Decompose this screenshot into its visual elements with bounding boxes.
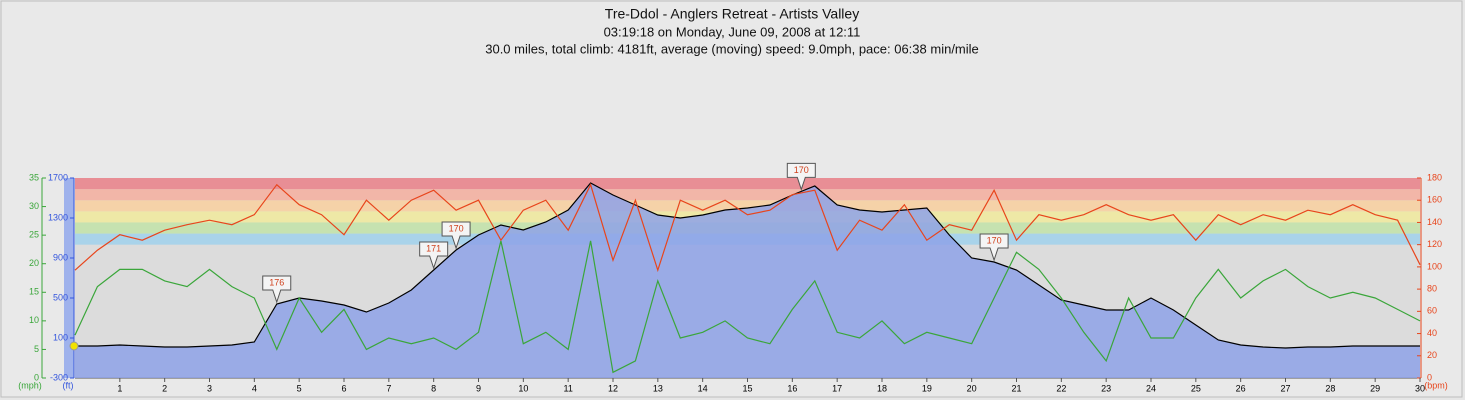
series-line — [74, 183, 1421, 273]
chart-summary: 30.0 miles, total climb: 4181ft, average… — [485, 41, 979, 56]
callout — [979, 233, 1009, 262]
callout-label: 170 — [794, 165, 809, 175]
callout-label: 176 — [269, 277, 284, 287]
x-tick-label: 23 — [1101, 383, 1111, 393]
y-tick-label: 15 — [29, 287, 39, 297]
y-tick-label: 180 — [1427, 172, 1442, 182]
y-tick-label: 0 — [1427, 372, 1432, 382]
hr-zone — [75, 189, 1420, 201]
y-tick-label: 1700 — [48, 172, 68, 182]
x-tick-label: 26 — [1236, 383, 1246, 393]
x-tick-label: 27 — [1280, 383, 1290, 393]
y-tick-label: 100 — [1427, 261, 1442, 271]
plot: 176 171 170 170 170 — [74, 162, 1421, 378]
callout-label: 171 — [426, 243, 441, 253]
x-tick-label: 22 — [1056, 383, 1066, 393]
y-tick-label: 20 — [29, 258, 39, 268]
y-tick-label: 35 — [29, 172, 39, 182]
y-tick-label: 1300 — [48, 212, 68, 222]
position-marker — [69, 341, 79, 351]
x-tick-label: 30 — [1415, 383, 1425, 393]
x-tick-label: 19 — [922, 383, 932, 393]
y-tick-label: 20 — [1427, 350, 1437, 360]
x-tick-label: 8 — [431, 383, 436, 393]
hr-zone — [75, 200, 1420, 212]
x-tick-label: 12 — [608, 383, 618, 393]
x-tick-label: 14 — [698, 383, 708, 393]
y-tick-label: 0 — [34, 372, 39, 382]
y-tick-label: 40 — [1427, 328, 1437, 338]
x-tick-label: 1 — [117, 383, 122, 393]
callout — [786, 162, 816, 191]
y-tick-label: 900 — [53, 252, 68, 262]
y-tick-label: 80 — [1427, 283, 1437, 293]
x-tick-label: 10 — [518, 383, 528, 393]
series-line — [74, 240, 1421, 374]
y-tick-label: 60 — [1427, 306, 1437, 316]
y-tick-label: 100 — [53, 332, 68, 342]
y-tick-label: 30 — [29, 201, 39, 211]
axis-unit: (mph) — [18, 380, 42, 390]
x-tick-label: 9 — [476, 383, 481, 393]
x-tick-label: 5 — [297, 383, 302, 393]
y-tick-label: 140 — [1427, 217, 1442, 227]
x-tick-label: 11 — [563, 383, 572, 393]
y-tick-label: 5 — [34, 344, 39, 354]
y-tick-label: 500 — [53, 292, 68, 302]
x-tick-label: 29 — [1370, 383, 1380, 393]
callout-label: 170 — [449, 223, 464, 233]
y-tick-label: 25 — [29, 230, 39, 240]
chart-title: Tre-Ddol - Anglers Retreat - Artists Val… — [605, 6, 859, 22]
hr-zone — [75, 178, 1420, 190]
chart-subtitle: 03:19:18 on Monday, June 09, 2008 at 12:… — [604, 24, 861, 39]
callout — [262, 275, 292, 304]
x-tick-label: 13 — [653, 383, 663, 393]
y-tick-label: 10 — [29, 315, 39, 325]
x-tick-label: 20 — [967, 383, 977, 393]
y-tick-label: 160 — [1427, 195, 1442, 205]
x-tick-label: 16 — [787, 383, 797, 393]
x-tick-label: 3 — [207, 383, 212, 393]
axis-unit: (ft) — [63, 380, 74, 390]
x-tick-label: 2 — [162, 383, 167, 393]
y-tick-label: 120 — [1427, 239, 1442, 249]
callout — [441, 221, 471, 250]
x-tick-label: 6 — [341, 383, 346, 393]
x-tick-label: 17 — [832, 383, 842, 393]
axis-unit: (bpm) — [1424, 380, 1448, 390]
x-tick-label: 28 — [1325, 383, 1335, 393]
callout-label: 170 — [987, 235, 1002, 245]
x-tick-label: 7 — [386, 383, 391, 393]
elevation-area — [75, 183, 1420, 378]
axis-band — [64, 178, 74, 378]
x-tick-label: 21 — [1011, 383, 1021, 393]
x-tick-label: 24 — [1146, 383, 1156, 393]
x-tick-label: 15 — [742, 383, 752, 393]
y-tick-label: -300 — [50, 372, 68, 382]
callout — [419, 241, 449, 270]
x-tick-label: 18 — [877, 383, 887, 393]
x-tick-label: 25 — [1191, 383, 1201, 393]
x-tick-label: 4 — [252, 383, 257, 393]
